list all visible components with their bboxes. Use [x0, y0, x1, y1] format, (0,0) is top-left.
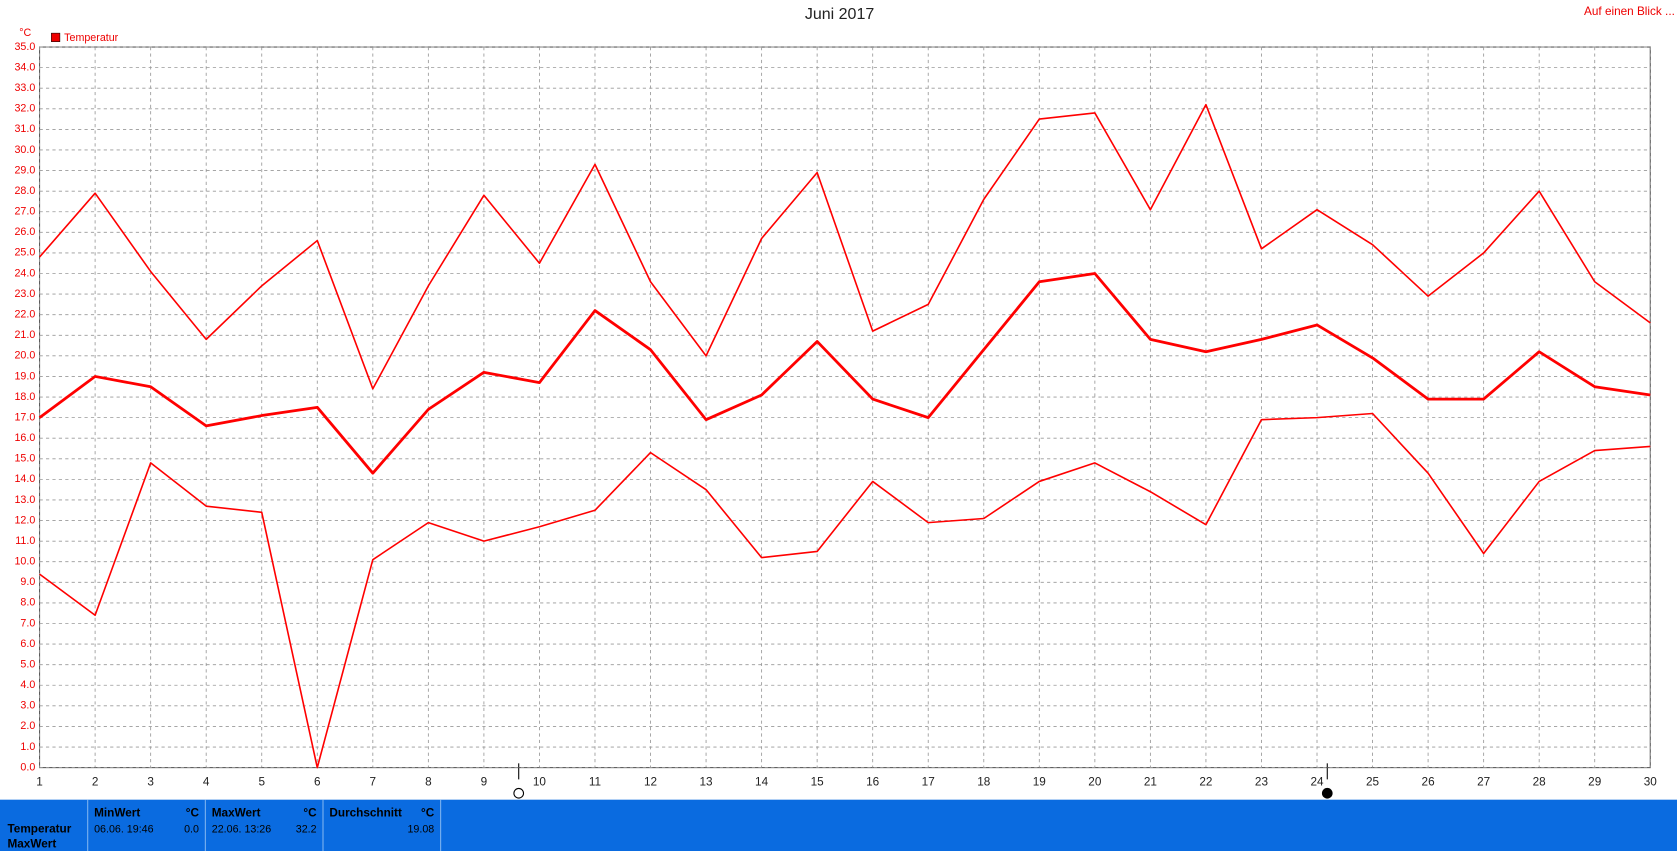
y-tick-label: 32.0 [14, 103, 35, 115]
x-tick-label: 15 [811, 776, 825, 789]
footer-col-unit: °C [421, 807, 435, 820]
x-tick-label: 24 [1310, 776, 1324, 789]
y-tick-label: 27.0 [14, 206, 35, 218]
x-tick-label: 16 [866, 776, 880, 789]
footer-col-unit: °C [303, 807, 317, 820]
y-tick-label: 2.0 [20, 720, 35, 732]
y-tick-label: 22.0 [14, 309, 35, 321]
footer-bar [0, 799, 1677, 851]
y-tick-label: 7.0 [20, 617, 35, 629]
y-tick-label: 34.0 [14, 61, 35, 73]
x-tick-label: 10 [533, 776, 547, 789]
footer-col-title: MaxWert [212, 807, 261, 820]
footer-col-title: MinWert [94, 807, 140, 820]
y-tick-label: 10.0 [14, 556, 35, 568]
y-tick-label: 25.0 [14, 247, 35, 259]
footer-row-label: Temperatur [7, 823, 71, 836]
footer-col-value: 19.08 [407, 823, 434, 835]
y-tick-label: 15.0 [14, 453, 35, 465]
y-tick-label: 14.0 [14, 473, 35, 485]
x-tick-label: 9 [481, 776, 488, 789]
y-tick-label: 6.0 [20, 638, 35, 650]
y-tick-label: 28.0 [14, 185, 35, 197]
legend-label[interactable]: Temperatur [64, 32, 119, 44]
y-tick-label: 9.0 [20, 576, 35, 588]
y-tick-label: 12.0 [14, 514, 35, 526]
y-tick-label: 31.0 [14, 123, 35, 135]
y-tick-label: 19.0 [14, 370, 35, 382]
y-tick-label: 5.0 [20, 659, 35, 671]
y-tick-label: 35.0 [14, 41, 35, 53]
y-tick-label: 21.0 [14, 329, 35, 341]
x-tick-label: 21 [1144, 776, 1157, 789]
y-tick-label: 18.0 [14, 391, 35, 403]
x-tick-label: 7 [370, 776, 377, 789]
y-tick-label: 8.0 [20, 597, 35, 609]
x-tick-label: 28 [1533, 776, 1547, 789]
footer-col-time: 06.06. 19:46 [94, 823, 153, 835]
y-tick-label: 24.0 [14, 267, 35, 279]
x-tick-label: 18 [977, 776, 991, 789]
y-tick-label: 17.0 [14, 411, 35, 423]
x-tick-label: 5 [258, 776, 265, 789]
chart-title: Juni 2017 [805, 5, 875, 23]
x-tick-label: 14 [755, 776, 769, 789]
footer-col-title: Durchschnitt [329, 807, 402, 820]
x-tick-label: 27 [1477, 776, 1490, 789]
temperature-line [39, 412, 1651, 769]
x-tick-label: 19 [1033, 776, 1046, 789]
y-tick-label: 1.0 [20, 741, 35, 753]
y-unit: °C [19, 27, 31, 39]
y-tick-label: 16.0 [14, 432, 35, 444]
x-tick-label: 30 [1644, 776, 1658, 789]
y-tick-label: 26.0 [14, 226, 35, 238]
y-tick-label: 3.0 [20, 700, 35, 712]
footer-table: MinWert °C 06.06. 19:46 0.0 MaxWert °C 22.06. … [87, 799, 442, 851]
x-tick-label: 13 [700, 776, 714, 789]
x-tick-label: 2 [92, 776, 99, 789]
x-tick-label: 3 [147, 776, 154, 789]
x-tick-label: 4 [203, 776, 210, 789]
y-tick-label: 20.0 [14, 350, 35, 362]
y-tick-label: 4.0 [20, 679, 35, 691]
x-tick-label: 23 [1255, 776, 1269, 789]
footer-col-time: 22.06. 13:26 [212, 823, 271, 835]
moon-markers [513, 763, 1333, 799]
x-tick-label: 26 [1422, 776, 1436, 789]
footer-col-value: 32.2 [296, 823, 317, 835]
legend-swatch [51, 32, 61, 42]
x-tick-label: 1 [36, 776, 43, 789]
x-tick-label: 20 [1088, 776, 1102, 789]
temperature-line [38, 103, 1651, 390]
y-tick-label: 33.0 [14, 82, 35, 94]
x-tick-label: 12 [644, 776, 657, 789]
temperature-line [38, 272, 1651, 475]
y-tick-label: 30.0 [14, 144, 35, 156]
y-tick-label: 11.0 [15, 535, 35, 547]
x-tick-label: 8 [425, 776, 432, 789]
y-tick-label: 13.0 [14, 494, 35, 506]
footer-col-value: 0.0 [184, 823, 199, 835]
y-tick-label: 29.0 [14, 164, 35, 176]
x-tick-label: 29 [1588, 776, 1601, 789]
x-tick-label: 11 [589, 776, 601, 789]
x-tick-label: 25 [1366, 776, 1380, 789]
overview-link[interactable]: Auf einen Blick ... [1584, 5, 1675, 18]
footer-col-unit: °C [186, 807, 200, 820]
y-tick-label: 23.0 [14, 288, 35, 300]
x-tick-label: 17 [922, 776, 935, 789]
x-tick-label: 6 [314, 776, 321, 789]
plot-frame [39, 46, 1651, 769]
y-tick-label: 0.0 [20, 761, 35, 773]
footer-row-label: MaxWert [7, 838, 56, 851]
x-tick-label: 22 [1199, 776, 1212, 789]
